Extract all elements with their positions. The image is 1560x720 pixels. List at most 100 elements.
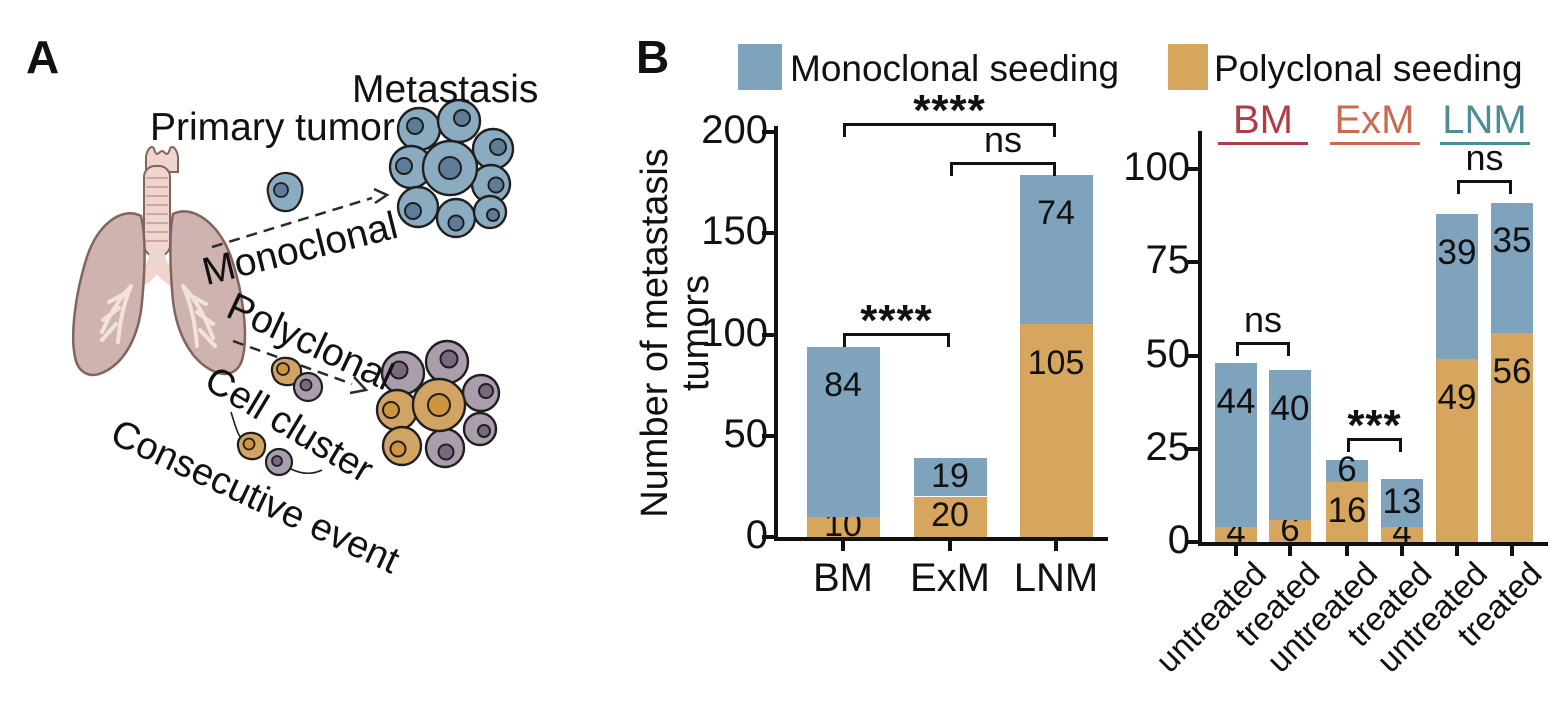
bar-segment-monoclonal [1019,174,1093,325]
category-label: BM [813,556,873,600]
bar-segment-monoclonal [1326,459,1368,483]
significance-bracket [1347,438,1402,441]
significance-label: ns [1243,299,1283,340]
group-header-bm: BM [1233,98,1293,142]
category-label: LNM [1013,556,1099,600]
bar-segment-monoclonal [1215,362,1257,528]
metastasis-label: Metastasis [352,68,539,111]
bar-segment-polyclonal [1215,527,1257,542]
bar-value-label: 16 [1327,490,1367,530]
x-tick [1455,546,1459,556]
bar-segment-monoclonal [1436,213,1478,360]
y-tick-label: 100 [1123,145,1190,189]
bar-segment-polyclonal [1326,482,1368,542]
panel-a-label: A [26,31,60,83]
bar-value-label: 105 [1027,343,1085,382]
legend-swatch-monoclonal [738,44,782,90]
y-tick [762,332,774,337]
bar-value-label: 20 [931,496,969,535]
monoclonal-cell [266,171,304,213]
legend-label-polyclonal: Polyclonal seeding [1214,48,1523,89]
x-tick [1288,546,1292,556]
x-tick [1234,546,1238,556]
x-axis [1198,542,1548,546]
y-tick-label: 0 [745,513,768,557]
bar-segment-monoclonal [913,458,987,497]
bar-segment-monoclonal [1381,478,1423,528]
significance-bracket-end [950,162,953,176]
y-tick-label: 75 [1145,238,1191,283]
travelling-cell-cluster [270,356,324,403]
significance-bracket [1457,180,1512,183]
y-tick [762,433,774,438]
y-tick-label: 0 [1167,518,1190,562]
y-tick [1186,167,1198,171]
y-tick-label: 200 [701,108,768,152]
bar-segment-polyclonal [1436,359,1478,542]
bar-segment-polyclonal [913,496,987,537]
significance-bracket-end [1053,162,1056,176]
group-underline [1329,142,1420,145]
bar-value-label: 6 [1337,449,1357,489]
bar-segment-monoclonal [1269,370,1311,520]
significance-bracket-end [1053,123,1056,137]
significance-bracket-end [1347,438,1350,452]
significance-bracket-end [1457,180,1460,194]
x-tick [1400,546,1404,556]
y-tick [762,535,774,539]
bar-segment-polyclonal [1269,519,1311,542]
significance-label: **** [913,86,986,135]
bar-segment-polyclonal [1381,527,1423,542]
x-tick [948,541,952,551]
x-tick [841,541,845,551]
bar-segment-monoclonal [1491,202,1533,334]
bar-value-label: 84 [824,365,862,404]
y-axis [1198,131,1202,546]
significance-label: *** [1347,401,1402,450]
metastasis-cluster-polyclonal [375,339,501,469]
group-header-exm: ExM [1334,98,1415,142]
bar-value-label: 19 [931,456,969,495]
y-tick-label: 25 [1145,424,1191,469]
monoclonal-arrow [211,187,390,249]
significance-bracket-end [843,333,846,347]
significance-bracket [843,333,950,336]
significance-bracket-end [1236,342,1239,356]
y-tick-label: 150 [701,209,768,254]
panel-b-label: B [636,31,670,83]
x-tick [1510,546,1514,556]
legend-swatch-polyclonal [1168,44,1208,90]
significance-bracket-end [947,333,950,347]
bar-segment-monoclonal [806,346,880,517]
x-tick [1345,546,1349,556]
x-tick [1054,541,1058,551]
y-tick-label: 50 [1145,331,1191,376]
significance-bracket-end [843,123,846,137]
y-tick [1186,540,1198,544]
primary-tumor-label: Primary tumor [150,106,395,149]
category-label: ExM [910,556,990,600]
y-tick [1186,353,1198,358]
y-tick [1186,260,1198,265]
bar-value-label: 39 [1437,232,1477,272]
bar-segment-polyclonal [806,516,880,537]
bar-value-label: 56 [1492,351,1532,391]
significance-bracket-end [1399,438,1402,452]
y-axis-label: Number of metastasis tumors [633,148,717,518]
x-axis [774,537,1108,541]
y-tick [762,231,774,236]
significance-label: ns [1465,137,1504,178]
bar-value-label: 35 [1492,221,1532,261]
significance-bracket [1236,342,1290,345]
group-underline [1218,142,1308,145]
legend-label-monoclonal: Monoclonal seeding [790,48,1120,89]
bar-value-label: 49 [1437,377,1477,417]
significance-label: **** [860,296,933,345]
bar-value-label: 40 [1270,389,1310,429]
y-tick [1186,446,1198,451]
bar-value-label: 74 [1037,193,1075,232]
bar-value-label: 13 [1382,481,1422,521]
y-tick-label: 100 [701,310,768,355]
significance-bracket-end [1509,180,1512,194]
